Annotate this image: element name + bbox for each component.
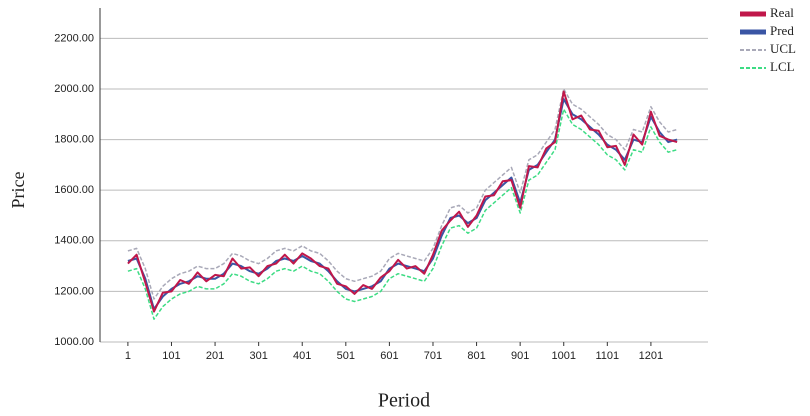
- legend-label: Real: [770, 5, 794, 20]
- x-tick-label: 1: [125, 350, 131, 362]
- x-tick-label: 1201: [639, 350, 663, 362]
- y-tick-label: 2200.00: [54, 32, 94, 44]
- x-tick-label: 501: [337, 350, 355, 362]
- y-tick-label: 1000.00: [54, 336, 94, 348]
- series-line: [127, 88, 678, 300]
- y-tick-label: 2000.00: [54, 83, 94, 95]
- x-tick-label: 1001: [551, 350, 575, 362]
- y-tick-label: 1400.00: [54, 235, 94, 247]
- legend-label: Pred: [770, 23, 794, 38]
- series-line: [127, 90, 678, 313]
- x-tick-label: 901: [511, 350, 529, 362]
- series-line: [127, 108, 678, 320]
- y-axis-label: Price: [8, 171, 28, 208]
- x-tick-label: 601: [380, 350, 398, 362]
- x-tick-label: 301: [249, 350, 267, 362]
- x-axis-label: Period: [378, 390, 430, 412]
- x-tick-label: 201: [206, 350, 224, 362]
- x-tick-label: 1101: [595, 350, 619, 362]
- legend-label: UCL: [770, 41, 796, 56]
- y-tick-label: 1600.00: [54, 184, 94, 196]
- y-tick-label: 1800.00: [54, 133, 94, 145]
- legend-label: LCL: [770, 59, 795, 74]
- x-tick-label: 701: [424, 350, 442, 362]
- y-tick-label: 1200.00: [54, 285, 94, 297]
- x-tick-label: 401: [293, 350, 311, 362]
- x-tick-label: 101: [162, 350, 180, 362]
- x-tick-label: 801: [467, 350, 485, 362]
